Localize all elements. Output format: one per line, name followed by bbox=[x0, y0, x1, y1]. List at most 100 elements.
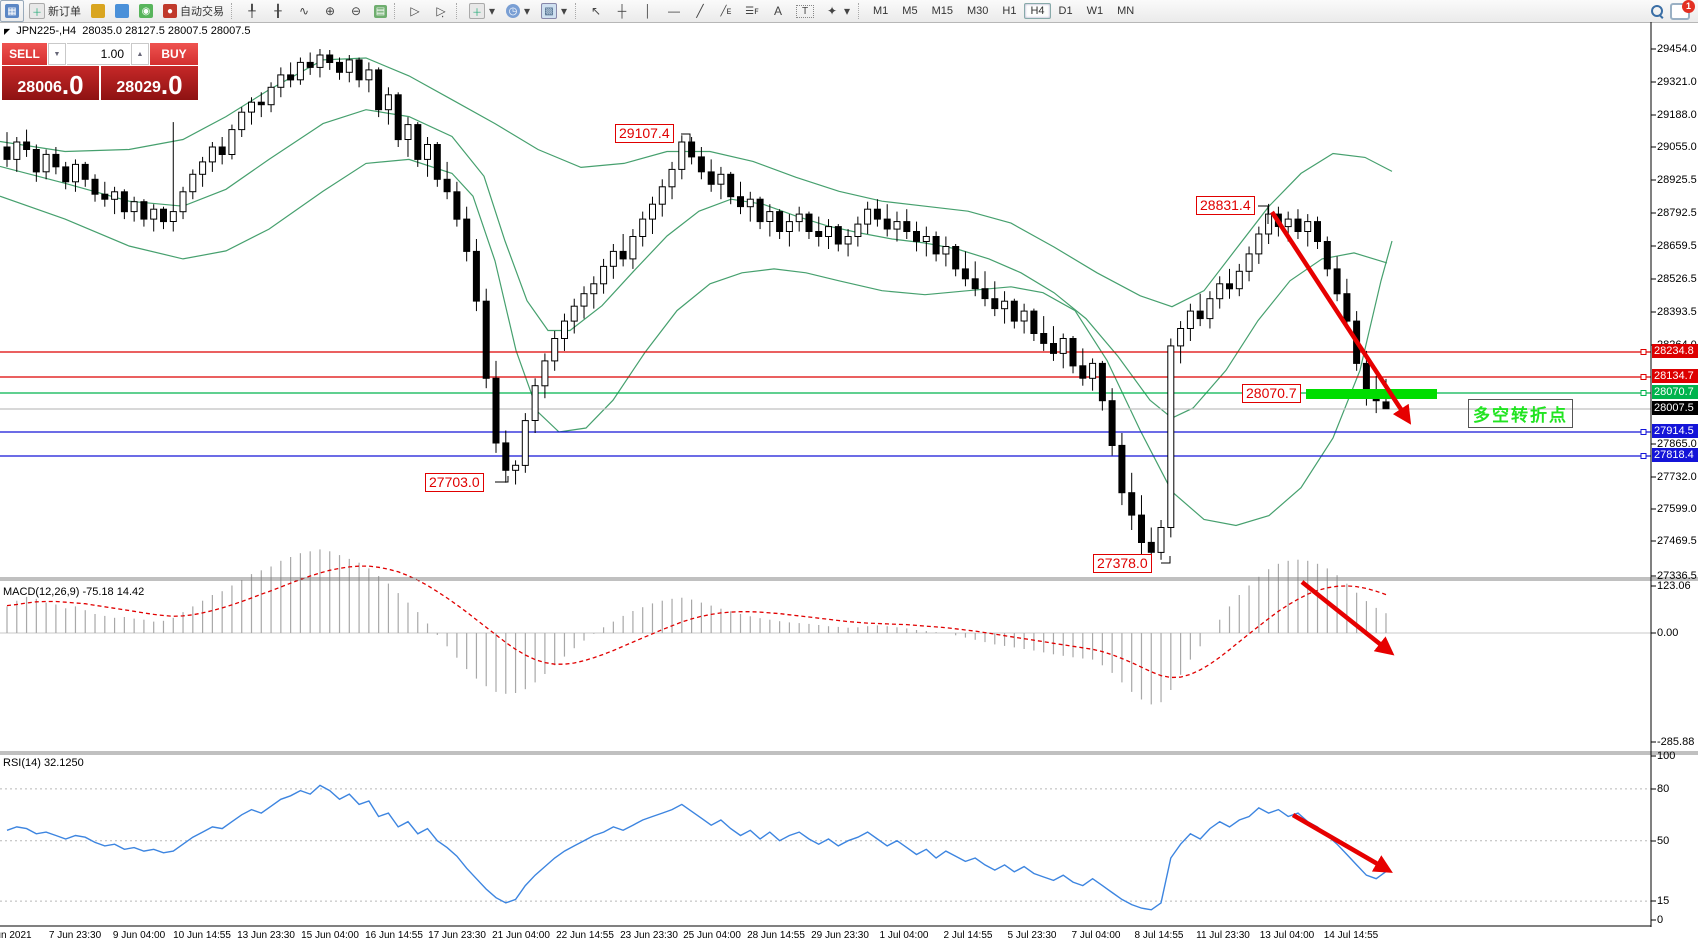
macd-axis-tick: 0.00 bbox=[1657, 627, 1679, 639]
price-callout[interactable]: 28070.7 bbox=[1242, 384, 1301, 403]
toolbar-group-main: ▦ ＋新订单 ◉ ● 自动交易 bbox=[0, 0, 229, 22]
volume-input[interactable]: 1.00 bbox=[67, 43, 130, 65]
market-watch-button[interactable] bbox=[86, 0, 110, 22]
timeframe-M1[interactable]: M1 bbox=[873, 5, 889, 17]
horizontal-lines-layer[interactable] bbox=[0, 349, 1651, 459]
notification-badge: 1 bbox=[1682, 0, 1695, 13]
time-axis-label: 11 Jul 23:30 bbox=[1196, 930, 1250, 941]
chart-shift-button[interactable]: ▷̣ bbox=[436, 4, 446, 18]
time-axis-label: 13 Jul 04:00 bbox=[1259, 930, 1315, 941]
chart-canvas[interactable] bbox=[0, 22, 1698, 948]
price-level-label: 28234.8 bbox=[1652, 344, 1698, 358]
price-callout[interactable]: 29107.4 bbox=[615, 124, 674, 143]
toolbar-group-scroll: ▷ ▷̣ bbox=[402, 0, 454, 22]
macd-axis-tick: -285.88 bbox=[1657, 736, 1695, 748]
buy-button[interactable]: BUY bbox=[150, 43, 198, 65]
timeframe-M30[interactable]: M30 bbox=[966, 5, 989, 17]
rsi-axis-tick: 0 bbox=[1657, 914, 1664, 926]
annotations-layer[interactable] bbox=[495, 133, 1437, 873]
price-axis-tick: 29188.0 bbox=[1657, 109, 1697, 121]
time-axis-label: 28 Jun 14:55 bbox=[747, 930, 805, 941]
timeframe-W1[interactable]: W1 bbox=[1086, 5, 1104, 17]
clock-icon: ◷ bbox=[506, 4, 520, 18]
price-level-label: 27914.5 bbox=[1652, 424, 1698, 438]
trendline-tool-button[interactable]: ╱ bbox=[696, 4, 704, 18]
volume-down-button[interactable]: ▼ bbox=[48, 43, 66, 65]
price-callout[interactable]: 27378.0 bbox=[1093, 554, 1152, 573]
time-axis-label: 25 Jun 04:00 bbox=[683, 930, 741, 941]
time-axis-label: 2 Jul 14:55 bbox=[943, 930, 993, 941]
toolbar-group-new-chart: ＋ ▾ ◷ ▾ ▧ ▾ bbox=[464, 0, 573, 22]
highlight-bar[interactable] bbox=[1306, 389, 1437, 399]
time-axis-label: 21 Jun 04:00 bbox=[492, 930, 550, 941]
timeframe-MN[interactable]: MN bbox=[1117, 5, 1135, 17]
price-level-label: 28134.7 bbox=[1652, 369, 1698, 383]
candlestick-chart-button[interactable]: ╂ bbox=[274, 4, 282, 18]
trend-arrow[interactable] bbox=[1300, 580, 1395, 656]
buy-price[interactable]: 28029.0 bbox=[101, 66, 198, 100]
text-tool-button[interactable]: A bbox=[773, 4, 782, 18]
period-button[interactable]: ◷ ▾ bbox=[501, 0, 536, 22]
arrows-tool-button[interactable]: ✦ ▾ bbox=[826, 4, 851, 18]
signals-button[interactable]: ◉ bbox=[134, 0, 158, 22]
volume-up-button[interactable]: ▲ bbox=[131, 43, 149, 65]
timeframe-H1[interactable]: H1 bbox=[1002, 5, 1017, 17]
bar-chart-button[interactable]: ╀ bbox=[248, 4, 256, 18]
price-axis-tick: 27469.5 bbox=[1657, 535, 1697, 547]
price-axis-tick: 27599.0 bbox=[1657, 503, 1697, 515]
annotation-text[interactable]: 多空转折点 bbox=[1468, 399, 1573, 428]
new-order-label: 新订单 bbox=[48, 6, 81, 18]
toolbar-separator bbox=[575, 3, 581, 19]
macd-axis-tick: 123.06 bbox=[1657, 580, 1691, 592]
toolbar-separator bbox=[858, 3, 864, 19]
tile-windows-button[interactable]: ▤ bbox=[369, 0, 392, 22]
sell-button[interactable]: SELL bbox=[2, 43, 47, 65]
bollinger-bands-layer bbox=[0, 57, 1393, 527]
trend-arrow[interactable] bbox=[1270, 210, 1412, 425]
frame-layer bbox=[0, 22, 1698, 927]
price-callout[interactable]: 27703.0 bbox=[425, 473, 484, 492]
horizontal-line-tool-button[interactable]: — bbox=[668, 4, 680, 18]
toolbar-separator bbox=[456, 3, 462, 19]
zoom-in-button[interactable]: ⊕ bbox=[324, 4, 336, 18]
channel-tool-button[interactable]: ╱ᴇ bbox=[720, 5, 732, 17]
price-callout[interactable]: 28831.4 bbox=[1196, 196, 1255, 215]
fibonacci-tool-button[interactable]: ☰ꜰ bbox=[745, 5, 759, 17]
autotrade-button[interactable]: ● 自动交易 bbox=[158, 0, 229, 22]
vertical-line-tool-button[interactable]: │ bbox=[644, 4, 652, 18]
macd-layer bbox=[6, 549, 1387, 705]
rsi-label: RSI(14) 32.1250 bbox=[3, 757, 84, 769]
trend-arrow[interactable] bbox=[1291, 813, 1393, 873]
cursor-tool-button[interactable]: ↖ bbox=[590, 4, 602, 18]
toolbar-group-objects: ↖ ┼ │ — ╱ ╱ᴇ ☰ꜰ A T ✦ ▾ bbox=[583, 0, 856, 22]
timeframe-H4[interactable]: H4 bbox=[1024, 3, 1051, 19]
time-axis-label: 1 Jul 04:00 bbox=[879, 930, 929, 941]
candles-layer bbox=[3, 49, 1390, 566]
zoom-out-button[interactable]: ⊖ bbox=[350, 4, 362, 18]
template-icon: ▧ bbox=[541, 3, 557, 19]
time-axis-label: 10 Jun 14:55 bbox=[173, 930, 231, 941]
chart-menu-icon[interactable]: ◤ bbox=[4, 27, 11, 36]
chat-icon[interactable]: 1 bbox=[1670, 0, 1695, 20]
charts-toolbar-icon[interactable]: ▦ bbox=[0, 0, 24, 22]
ohlc-values: 28035.0 28127.5 28007.5 28007.5 bbox=[82, 25, 251, 37]
sell-price[interactable]: 28006.0 bbox=[2, 66, 99, 100]
search-icon[interactable] bbox=[1651, 4, 1664, 19]
line-chart-button[interactable]: ∿ bbox=[298, 4, 310, 18]
price-axis-tick: 27336.5 bbox=[1657, 570, 1697, 582]
timeframe-M5[interactable]: M5 bbox=[902, 5, 918, 17]
community-button[interactable] bbox=[110, 0, 134, 22]
timeframe-D1[interactable]: D1 bbox=[1058, 5, 1073, 17]
crosshair-tool-button[interactable]: ┼ bbox=[617, 4, 627, 18]
price-level-label: 27818.4 bbox=[1652, 448, 1698, 462]
symbol-info-line: ◤ JPN225-,H4 28035.0 28127.5 28007.5 280… bbox=[4, 25, 250, 37]
new-chart-button[interactable]: ＋ ▾ bbox=[464, 0, 501, 22]
templates-button[interactable]: ▧ ▾ bbox=[536, 0, 573, 22]
label-tool-button[interactable]: T bbox=[791, 0, 819, 22]
auto-scroll-button[interactable]: ▷ bbox=[410, 4, 420, 18]
symbol-name: JPN225-,H4 bbox=[16, 25, 77, 37]
timeframe-M15[interactable]: M15 bbox=[931, 5, 953, 17]
time-axis-label: 7 Jun 23:30 bbox=[48, 930, 102, 941]
chart-window-icon: ▦ bbox=[5, 4, 19, 18]
new-order-button[interactable]: ＋新订单 bbox=[24, 0, 86, 22]
